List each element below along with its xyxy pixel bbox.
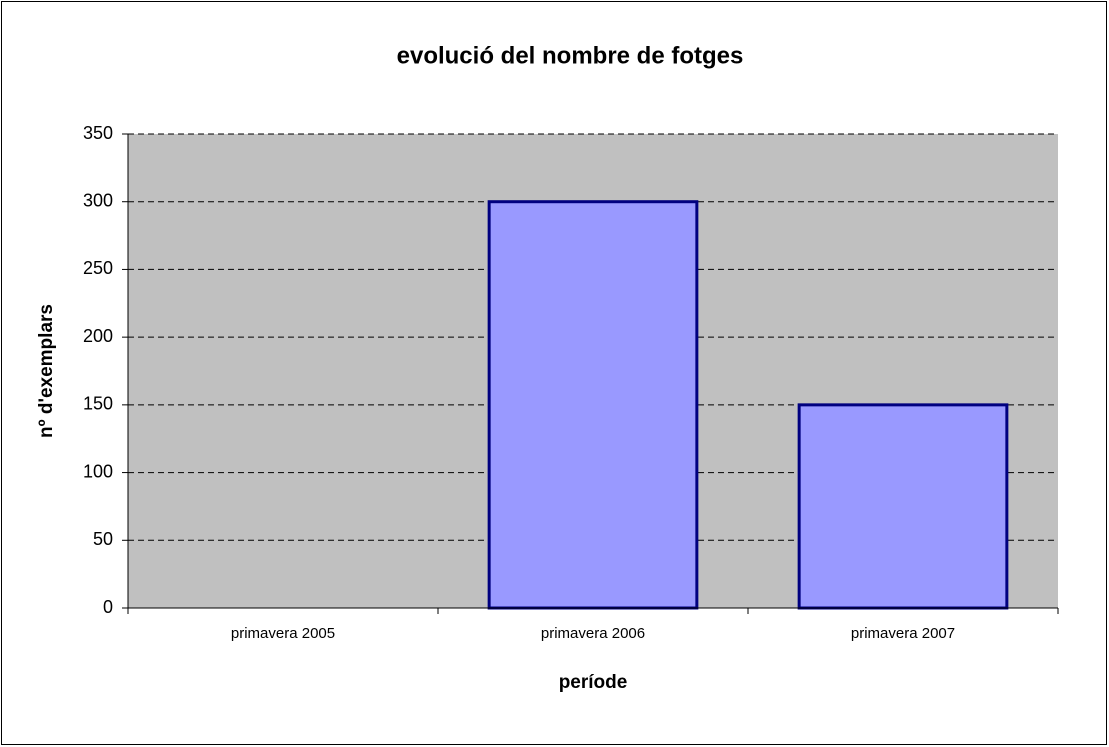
y-tick-label: 300 [83, 190, 113, 210]
bar [487, 200, 699, 610]
x-tick-label: primavera 2005 [231, 625, 335, 642]
y-tick-label: 200 [83, 326, 113, 346]
bar [797, 403, 1009, 610]
x-axis-title: període [559, 672, 628, 693]
y-tick-label: 150 [83, 394, 113, 414]
y-tick-label: 100 [83, 461, 113, 481]
chart-title: evolució del nombre de fotges [397, 42, 744, 69]
x-tick-label: primavera 2007 [851, 625, 955, 642]
y-tick-label: 350 [83, 123, 113, 143]
x-tick-label: primavera 2006 [541, 625, 645, 642]
y-axis-title: nº d'exemplars [36, 304, 57, 438]
y-tick-label: 50 [93, 529, 113, 549]
y-tick-label: 250 [83, 258, 113, 278]
y-tick-label: 0 [103, 597, 113, 617]
